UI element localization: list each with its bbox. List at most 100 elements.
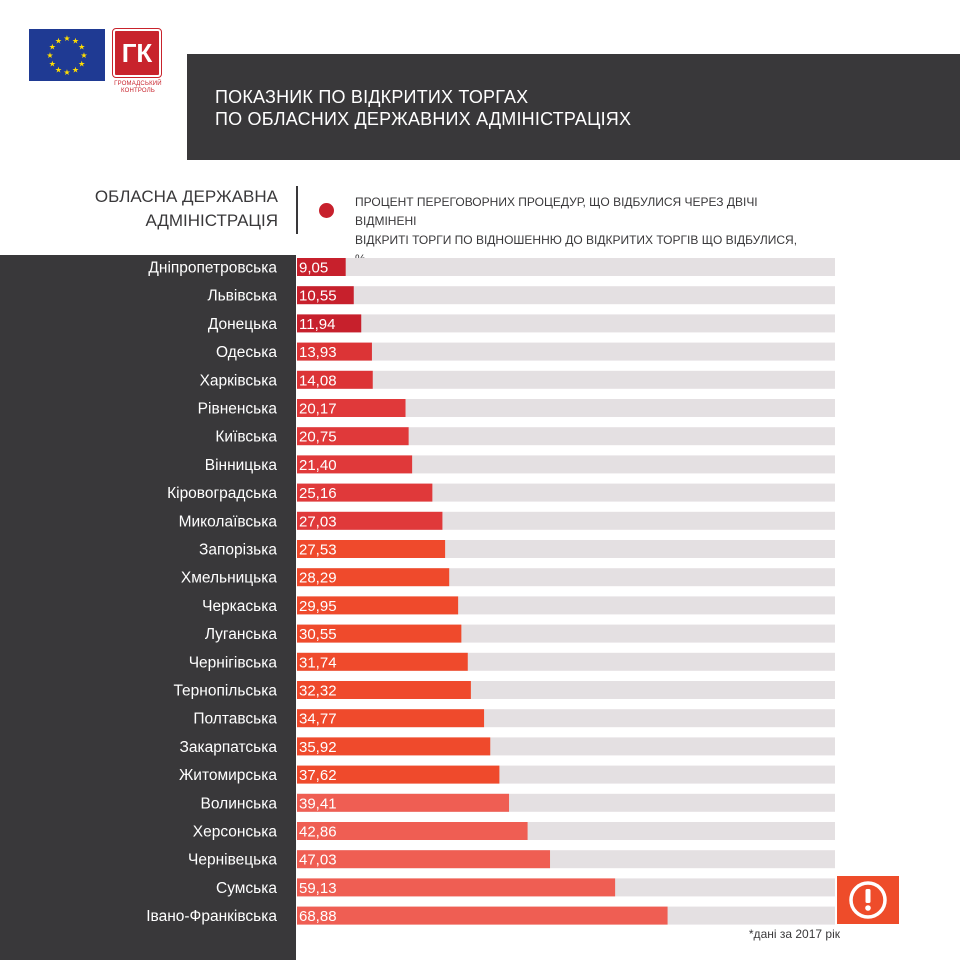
category-label: Сумська: [216, 880, 277, 897]
legend-description: ПРОЦЕНТ ПЕРЕГОВОРНИХ ПРОЦЕДУР, ЩО ВІДБУЛ…: [355, 193, 805, 269]
bar: [297, 906, 668, 925]
bar: [297, 793, 510, 812]
bar: [297, 568, 450, 587]
bar-value-label: 31,74: [299, 654, 337, 671]
red-dot-icon: [319, 203, 334, 218]
gk-logo-caption: ГРОМАДСЬКИЙ КОНТРОЛЬ: [109, 81, 167, 95]
bar-value-label: 29,95: [299, 598, 337, 615]
bar-value-label: 32,32: [299, 683, 337, 700]
bar: [297, 878, 616, 897]
gk-logo-letters: ГК: [112, 28, 162, 78]
eu-star: ★: [55, 66, 62, 75]
category-label: Житомирська: [179, 767, 277, 784]
bar-value-label: 39,41: [299, 795, 337, 812]
eu-star: ★: [46, 51, 53, 60]
eu-star: ★: [72, 66, 79, 75]
gk-caption-line1: ГРОМАДСЬКИЙ: [114, 81, 162, 87]
bar-value-label: 20,17: [299, 401, 337, 418]
bar-value-label: 25,16: [299, 485, 337, 502]
eu-star: ★: [78, 43, 85, 52]
bar: [297, 709, 485, 728]
category-label: Кіровоградська: [167, 485, 277, 502]
page-title-line2: ПО ОБЛАСНИХ ДЕРЖАВНИХ АДМІНІСТРАЦІЯХ: [215, 109, 632, 129]
bar: [297, 399, 406, 417]
label-panel: [0, 255, 296, 960]
gk-caption-line2: КОНТРОЛЬ: [120, 88, 156, 94]
category-column-header: ОБЛАСНА ДЕРЖАВНА АДМІНІСТРАЦІЯ: [60, 185, 278, 233]
bar-track: [297, 370, 835, 389]
bar: [297, 765, 500, 784]
bar: [297, 681, 471, 699]
bar-value-label: 21,40: [299, 457, 337, 474]
category-label: Тернопільська: [173, 683, 277, 700]
bar-value-label: 42,86: [299, 824, 337, 841]
category-label: Дніпропетровська: [148, 260, 277, 277]
bar-value-label: 28,29: [299, 570, 337, 587]
bar-value-label: 27,03: [299, 513, 337, 530]
header-divider: [296, 186, 298, 234]
bar-value-label: 27,53: [299, 542, 337, 559]
bar: [297, 822, 528, 840]
bar-value-label: 30,55: [299, 626, 337, 643]
bar: [297, 624, 462, 643]
category-header-line2: АДМІНІСТРАЦІЯ: [145, 211, 278, 230]
bar-value-label: 35,92: [299, 739, 337, 756]
bar: [297, 652, 468, 671]
bar: [297, 455, 413, 474]
bar-track: [297, 286, 835, 305]
bar: [297, 258, 346, 276]
bar: [297, 850, 551, 869]
category-label: Запорізька: [199, 542, 277, 559]
bar-value-label: 14,08: [299, 372, 337, 389]
eu-star: ★: [78, 60, 85, 69]
title-band: ПОКАЗНИК ПО ВІДКРИТИХ ТОРГАХ ПО ОБЛАСНИХ…: [187, 54, 960, 160]
bar: [297, 596, 459, 615]
eu-star: ★: [72, 36, 79, 45]
bar-track: [297, 399, 835, 417]
category-label: Одеська: [216, 344, 277, 361]
bar-track: [297, 342, 835, 361]
bar-value-label: 9,05: [299, 260, 328, 277]
bar: [297, 342, 372, 361]
eu-flag-icon: ★ ★ ★ ★ ★ ★ ★ ★ ★ ★ ★ ★: [29, 29, 105, 81]
exclamation-circle-icon: [837, 876, 899, 924]
bar-track: [297, 427, 835, 446]
category-label: Волинська: [201, 795, 278, 812]
bar: [297, 370, 373, 389]
eu-star: ★: [49, 60, 56, 69]
eu-star: ★: [49, 43, 56, 52]
bar-value-label: 47,03: [299, 852, 337, 869]
bar: [297, 540, 446, 558]
bar-value-label: 10,55: [299, 288, 337, 305]
bar: [297, 286, 354, 305]
category-label: Полтавська: [193, 711, 277, 728]
bar-value-label: 68,88: [299, 908, 337, 925]
bar-value-label: 20,75: [299, 429, 337, 446]
eu-star: ★: [55, 36, 62, 45]
category-label: Миколаївська: [179, 513, 278, 530]
bar: [297, 511, 443, 530]
category-label: Закарпатська: [179, 739, 277, 756]
category-label: Херсонська: [193, 824, 278, 841]
eu-star: ★: [80, 51, 87, 60]
bar: [297, 483, 433, 502]
category-label: Чернівецька: [188, 852, 277, 869]
bar: [297, 427, 409, 446]
category-label: Харківська: [200, 372, 278, 389]
category-label: Вінницька: [205, 457, 278, 474]
category-label: Луганська: [205, 626, 278, 643]
legend-line1: ПРОЦЕНТ ПЕРЕГОВОРНИХ ПРОЦЕДУР, ЩО ВІДБУЛ…: [355, 195, 758, 228]
category-label: Черкаська: [202, 598, 277, 615]
bar-value-label: 59,13: [299, 880, 337, 897]
bar-value-label: 37,62: [299, 767, 337, 784]
category-label: Київська: [215, 429, 277, 446]
category-label: Львівська: [207, 288, 277, 305]
bar-value-label: 11,94: [299, 316, 335, 333]
gk-logo-icon: ГК ГРОМАДСЬКИЙ КОНТРОЛЬ: [112, 28, 163, 94]
category-label: Донецька: [208, 316, 278, 333]
category-label: Хмельницька: [181, 570, 278, 587]
category-label: Рівненська: [198, 401, 278, 418]
eu-star: ★: [63, 34, 70, 43]
bar-track: [297, 455, 835, 474]
